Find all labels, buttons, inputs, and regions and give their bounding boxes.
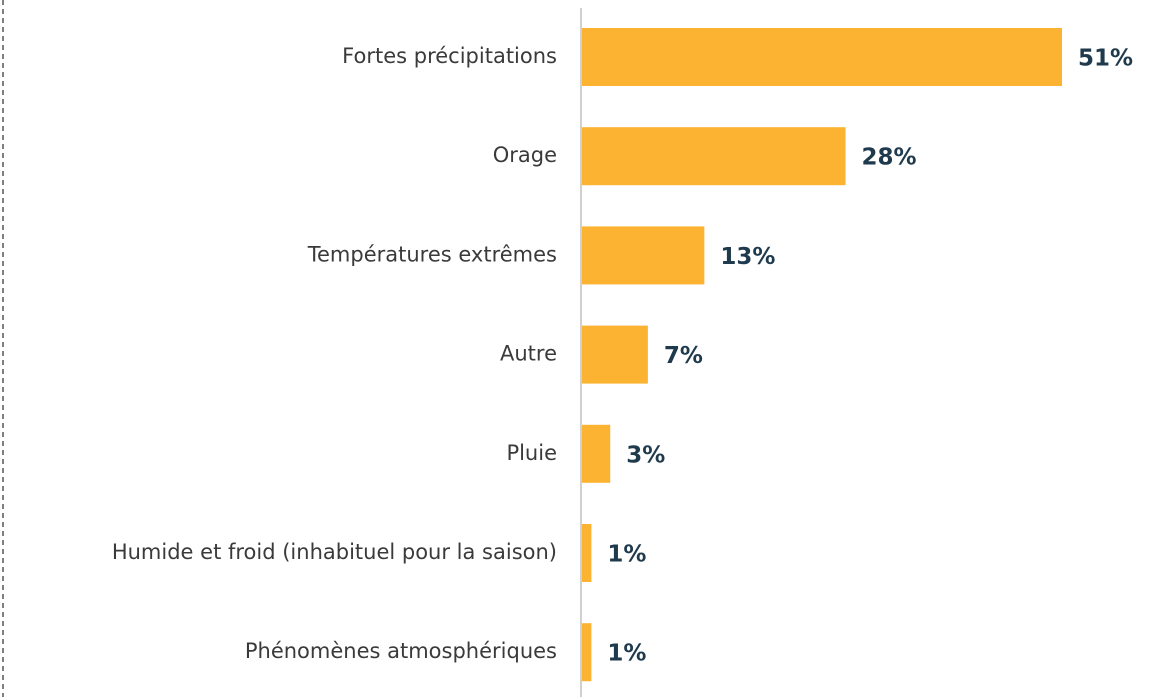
bar (582, 127, 846, 186)
value-label: 51% (1078, 46, 1133, 72)
category-label: Autre (500, 342, 557, 366)
bar (582, 325, 648, 384)
category-label: Fortes précipitations (342, 44, 557, 68)
bar (582, 424, 611, 483)
category-label: Phénomènes atmosphériques (245, 639, 557, 663)
category-label: Pluie (506, 441, 557, 465)
bar (582, 524, 592, 582)
category-label: Humide et froid (inhabituel pour la sais… (112, 540, 557, 564)
bar (582, 623, 592, 682)
bar (582, 28, 1062, 86)
value-label: 13% (720, 244, 775, 270)
value-label: 1% (607, 641, 646, 667)
category-label: Températures extrêmes (307, 242, 557, 266)
value-label: 7% (664, 343, 703, 369)
value-label: 28% (862, 145, 917, 171)
bar (582, 226, 705, 285)
category-label: Orage (493, 143, 557, 167)
value-label: 3% (626, 442, 665, 468)
value-label: 1% (607, 542, 646, 568)
